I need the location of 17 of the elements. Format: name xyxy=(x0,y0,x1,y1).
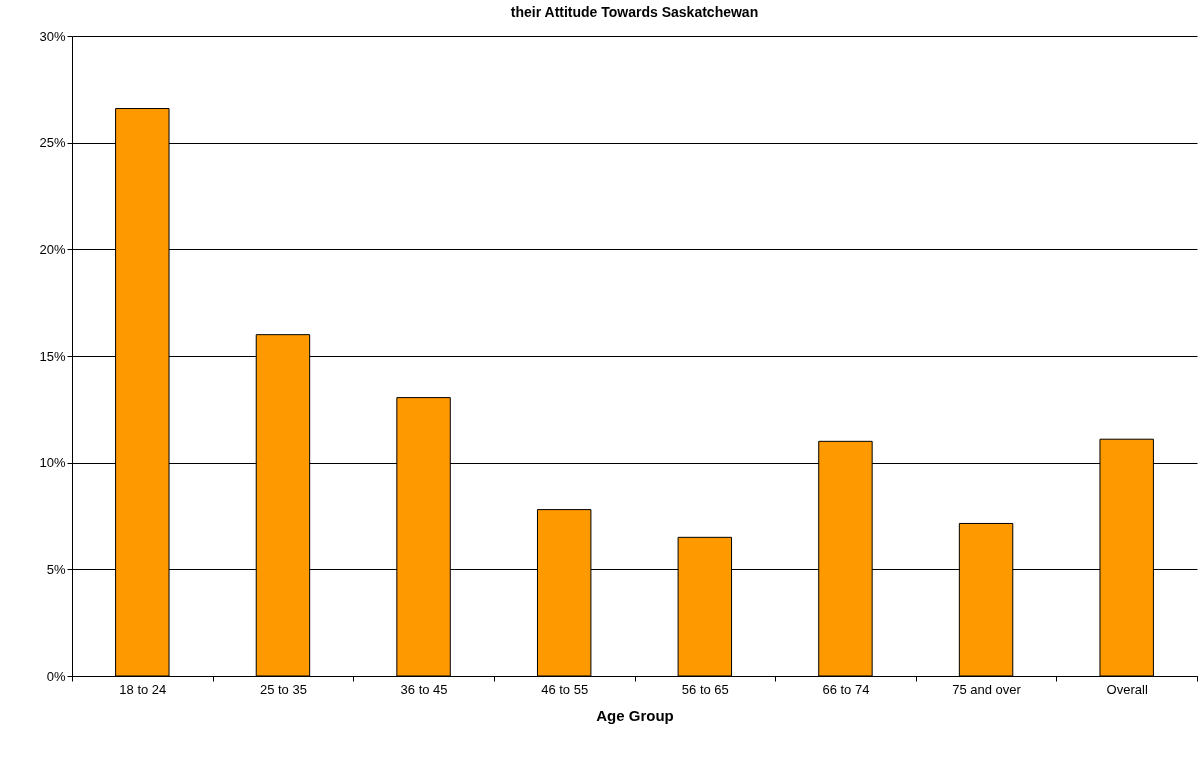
x-tick-label: 25 to 35 xyxy=(259,681,307,697)
y-tick-label: 15% xyxy=(39,348,66,364)
x-tick-label: 46 to 55 xyxy=(541,681,589,697)
y-tick-label: 10% xyxy=(39,455,66,471)
x-tick-label: 18 to 24 xyxy=(119,681,167,697)
x-tick-label: 75 and over xyxy=(952,681,1022,697)
y-tick-label: 30% xyxy=(39,28,66,44)
y-tick-label: 5% xyxy=(46,561,66,577)
x-axis-title: Age Group xyxy=(596,706,674,724)
y-tick-label: 0% xyxy=(46,668,66,684)
x-tick-label: 56 to 65 xyxy=(681,681,729,697)
y-tick-label: 25% xyxy=(39,135,66,151)
x-tick-label: Overall xyxy=(1106,681,1148,697)
x-tick-label: 66 to 74 xyxy=(822,681,870,697)
x-tick-label: 36 to 45 xyxy=(400,681,448,697)
chart-title: their Attitude Towards Saskatchewan xyxy=(510,4,759,20)
y-tick-label: 20% xyxy=(39,241,66,257)
